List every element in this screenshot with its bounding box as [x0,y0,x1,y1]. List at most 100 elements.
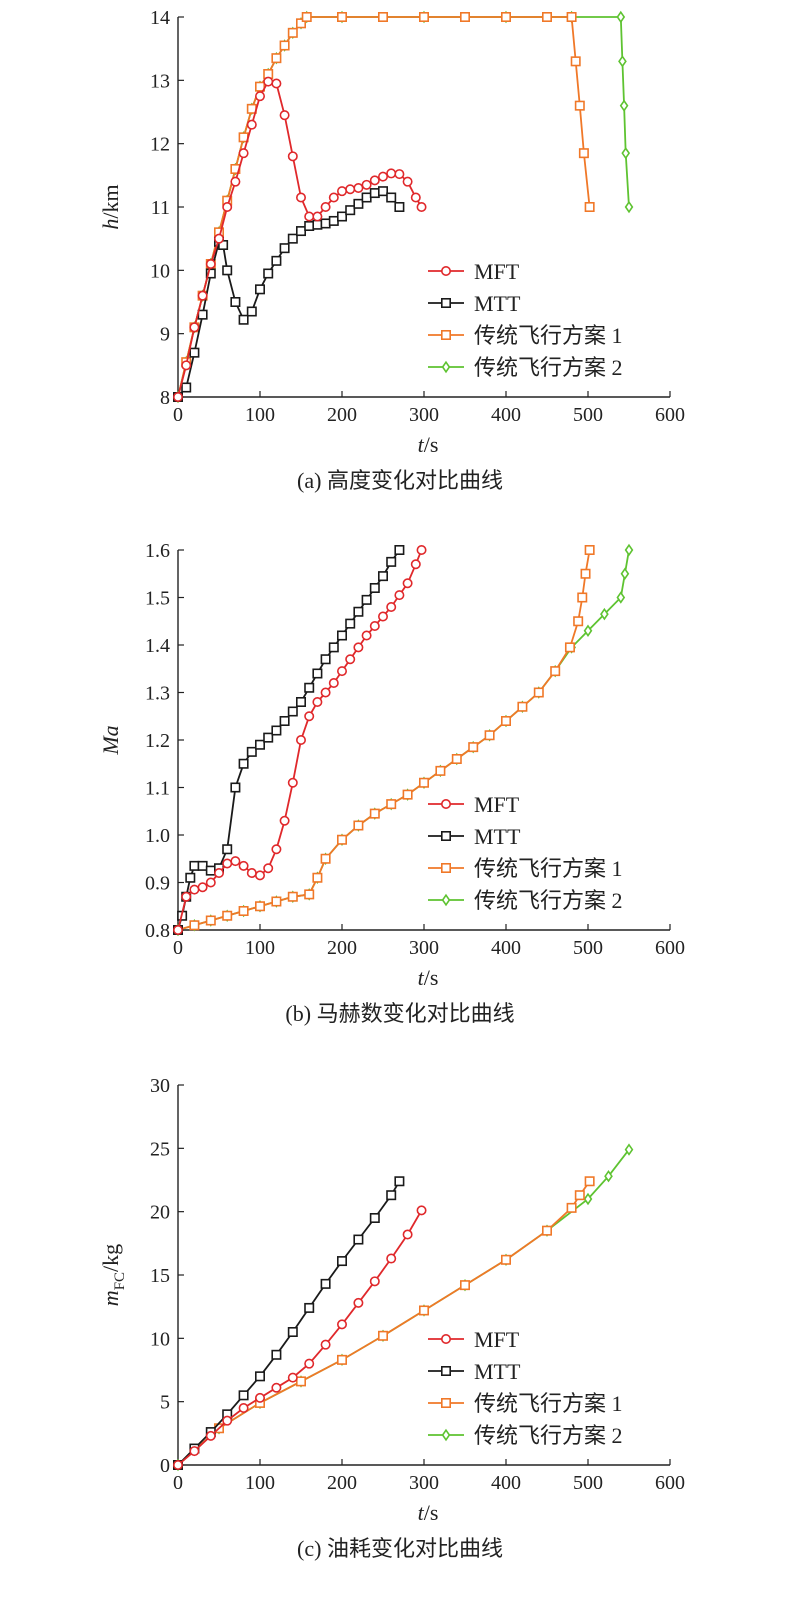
data-point [238,314,249,325]
data-point [295,696,306,707]
data-point [584,1176,595,1187]
data-point [616,591,626,604]
x-tick-label: 600 [655,404,685,426]
y-tick-label: 1.1 [145,778,170,800]
data-point [418,12,429,22]
x-axis-title-unit: /s [424,432,439,457]
x-tick-label: 400 [491,1472,521,1494]
data-point [295,1376,306,1387]
legend-marker [440,1366,451,1377]
y-tick-label: 12 [150,134,170,156]
y-tick-label: 14 [150,7,170,29]
x-axis-title: t/s [418,965,439,990]
chart-caption: (c) 油耗变化对比曲线 [297,1536,503,1561]
data-point [336,630,347,641]
y-tick-label: 20 [150,1202,170,1224]
data-point [566,1202,577,1213]
data-point [402,578,413,589]
y-tick-label: 5 [160,1392,170,1414]
data-point [619,99,629,112]
data-point [361,594,372,605]
x-tick-label: 400 [491,404,521,426]
legend-marker [441,360,451,374]
data-point [394,169,405,180]
data-point [377,571,388,582]
data-point [255,870,266,881]
series-line [177,1209,423,1466]
series-line [177,1180,401,1466]
data-point [279,815,290,826]
data-point [255,91,266,102]
data-point [255,1371,266,1382]
legend-label: 传统飞行方案 1 [474,323,623,348]
y-tick-label: 1.0 [145,825,170,847]
data-point [451,753,462,764]
data-point [345,654,356,665]
y-axis-title-var: m [98,1290,123,1306]
data-point [271,896,282,907]
data-point [564,642,575,653]
data-point [353,198,364,209]
data-point [287,1327,298,1338]
data-point [214,867,225,878]
y-tick-label: 15 [150,1265,170,1287]
data-point [263,732,274,743]
data-point [435,765,446,776]
data-point [361,192,372,203]
data-point [246,119,257,130]
y-tick-label: 25 [150,1138,170,1160]
data-point [205,1430,216,1441]
data-point [238,905,249,916]
data-point [287,706,298,717]
y-tick-label: 1.3 [145,683,170,705]
data-point [312,696,323,707]
data-point [287,151,298,162]
data-point [197,860,208,871]
y-tick-label: 1.4 [145,635,170,657]
data-point [279,40,290,51]
data-point [328,215,339,226]
data-point [328,677,339,688]
data-point [312,668,323,679]
legend-marker [441,893,451,907]
data-point [618,55,627,68]
data-point [205,258,216,269]
data-point [312,872,323,883]
x-axis-title: t/s [418,1500,439,1525]
data-point [222,1415,233,1426]
y-axis-title: h/km [98,184,123,229]
data-point [361,630,372,641]
data-point [320,1278,331,1289]
data-point [621,146,631,160]
x-axis-title-var: t [418,965,425,990]
x-tick-label: 0 [173,1472,183,1494]
series-MFT [173,76,427,402]
data-point [533,687,544,698]
data-point [312,219,323,230]
data-point [574,1190,585,1201]
series-MFT [173,544,427,935]
chart-caption: (b) 马赫数变化对比曲线 [285,1001,514,1026]
data-point [230,782,241,793]
data-point [369,582,380,593]
legend-label: 传统飞行方案 2 [474,888,623,913]
data-point [336,211,347,222]
data-point [616,10,626,24]
data-point [271,844,282,855]
data-point [550,666,561,677]
data-point [304,221,315,232]
series-MFT [173,1205,427,1471]
legend-marker [440,862,451,873]
data-point [570,56,581,67]
y-tick-label: 10 [150,260,170,282]
data-point [353,820,364,831]
chart-c: 0 100 200 300 400 500 600 0 5 10 15 20 25 30 t/s mFC/kg… [98,1075,685,1561]
data-point [230,296,241,307]
data-point [271,53,282,64]
legend-label: 传统飞行方案 2 [474,355,623,380]
data-point [402,1229,413,1240]
data-point [517,701,528,712]
legend: MFT MTT 传统飞行方案 1 传统飞行方案 2 [428,259,623,380]
y-tick-label: 1.5 [145,588,170,610]
legend-marker [440,297,451,308]
